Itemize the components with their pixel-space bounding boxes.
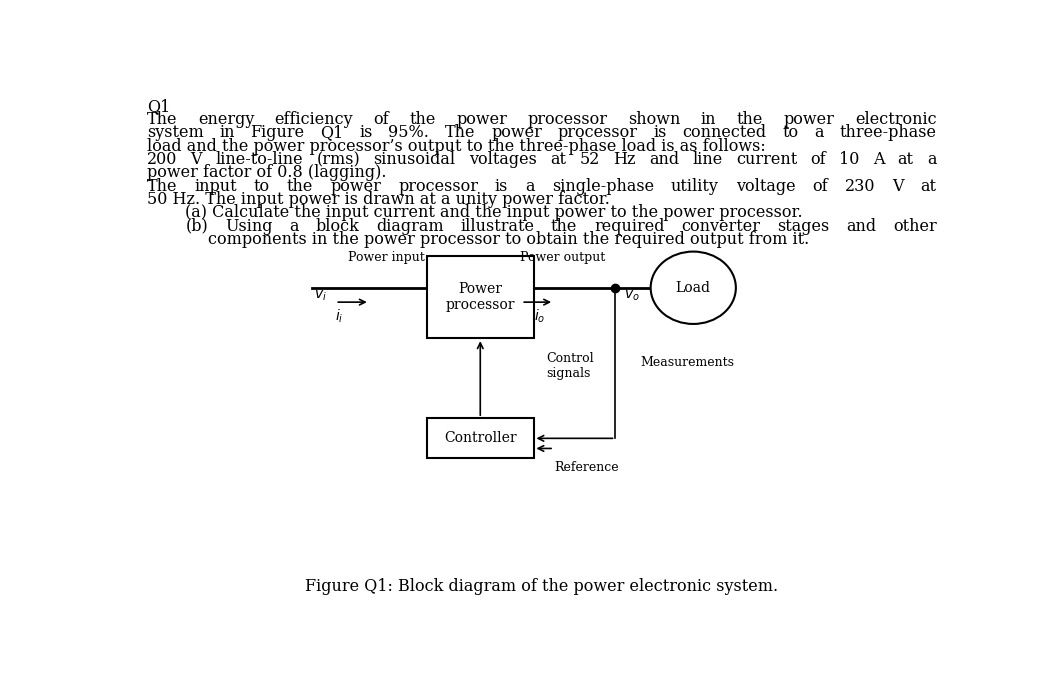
Text: the: the [737,111,763,128]
Text: (b): (b) [185,218,208,234]
Text: V: V [892,178,904,195]
Text: power: power [457,111,507,128]
Text: $i_i$: $i_i$ [335,307,344,325]
Text: to: to [782,124,799,142]
Text: processor: processor [527,111,608,128]
Text: in: in [701,111,717,128]
Text: The: The [147,111,178,128]
Text: voltages: voltages [469,151,537,168]
Text: Load: Load [675,281,710,295]
Text: converter: converter [682,218,760,234]
Text: illustrate: illustrate [460,218,534,234]
Text: other: other [893,218,937,234]
Text: $v_o$: $v_o$ [624,289,639,303]
Text: $v_i$: $v_i$ [314,289,327,303]
Text: Measurements: Measurements [641,356,734,369]
Text: required: required [594,218,665,234]
Text: energy: energy [198,111,254,128]
Text: of: of [811,151,826,168]
Text: load and the power processor’s output to the three-phase load is as follows:: load and the power processor’s output to… [147,138,765,155]
Text: connected: connected [683,124,766,142]
Text: a: a [814,124,823,142]
Text: V: V [190,151,202,168]
Text: Power input: Power input [348,251,425,264]
Text: 10: 10 [839,151,859,168]
Text: Q1: Q1 [320,124,344,142]
Text: three-phase: three-phase [839,124,937,142]
Text: utility: utility [671,178,719,195]
Text: efficiency: efficiency [275,111,353,128]
Text: 50 Hz. The input power is drawn at a unity power factor.: 50 Hz. The input power is drawn at a uni… [147,191,610,208]
Text: (a) Calculate the input current and the input power to the power processor.: (a) Calculate the input current and the … [185,205,803,221]
Text: stages: stages [777,218,830,234]
Text: 95%.: 95%. [389,124,429,142]
Text: $i_o$: $i_o$ [534,307,545,325]
Text: Using: Using [225,218,273,234]
Bar [427,418,534,458]
Text: and: and [846,218,876,234]
Text: to: to [254,178,270,195]
Text: Controller: Controller [444,431,517,445]
Text: system: system [147,124,204,142]
Text: Control
signals: Control signals [545,352,593,380]
Text: electronic: electronic [855,111,937,128]
Text: and: and [649,151,679,168]
Text: is: is [359,124,373,142]
Text: diagram: diagram [376,218,444,234]
Ellipse shape [651,252,736,324]
Bar [427,256,534,339]
Text: A: A [873,151,885,168]
Text: input: input [194,178,237,195]
Text: power: power [330,178,382,195]
Text: 52: 52 [579,151,599,168]
Text: The: The [445,124,476,142]
Text: Power
processor: Power processor [445,282,515,312]
Text: Figure: Figure [251,124,304,142]
Text: Hz: Hz [613,151,635,168]
Text: the: the [410,111,437,128]
Text: processor: processor [398,178,478,195]
Text: a: a [525,178,535,195]
Text: voltage: voltage [736,178,795,195]
Text: components in the power processor to obtain the required output from it.: components in the power processor to obt… [208,231,810,248]
Text: Power output: Power output [520,251,605,264]
Text: a: a [289,218,298,234]
Text: is: is [495,178,508,195]
Text: power factor of 0.8 (lagging).: power factor of 0.8 (lagging). [147,164,387,181]
Text: a: a [927,151,937,168]
Text: single-phase: single-phase [552,178,654,195]
Text: is: is [653,124,667,142]
Text: power: power [492,124,542,142]
Text: processor: processor [558,124,637,142]
Text: the: the [551,218,577,234]
Text: of: of [812,178,828,195]
Text: (rms): (rms) [316,151,360,168]
Text: of: of [373,111,389,128]
Text: shown: shown [628,111,681,128]
Text: Q1: Q1 [147,98,170,115]
Text: The: The [147,178,178,195]
Text: at: at [921,178,937,195]
Text: line-to-line: line-to-line [216,151,303,168]
Text: 200: 200 [147,151,178,168]
Text: at: at [550,151,565,168]
Text: sinusoidal: sinusoidal [373,151,456,168]
Text: Figure Q1: Block diagram of the power electronic system.: Figure Q1: Block diagram of the power el… [305,578,778,595]
Text: current: current [736,151,797,168]
Text: the: the [286,178,313,195]
Text: power: power [783,111,835,128]
Text: in: in [220,124,235,142]
Text: block: block [315,218,359,234]
Text: at: at [897,151,913,168]
Text: 230: 230 [845,178,875,195]
Text: line: line [692,151,722,168]
Text: Reference: Reference [554,461,618,474]
